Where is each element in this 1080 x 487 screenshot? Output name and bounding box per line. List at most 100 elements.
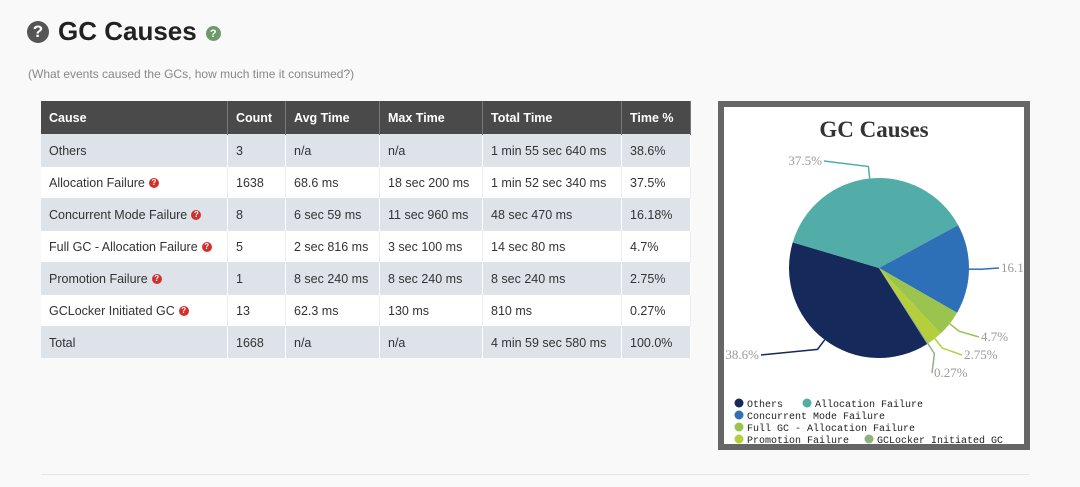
cell-text: 1668	[236, 335, 264, 350]
cell-text: 3	[236, 143, 243, 158]
table-row: Concurrent Mode Failure? 8 6 sec 59 ms 11 s…	[41, 198, 691, 231]
label-connector	[949, 323, 980, 338]
cell-text: 2.75%	[630, 271, 666, 286]
data-label: 37.5%	[788, 153, 822, 168]
cell-text: 37.5%	[630, 175, 666, 190]
cell-count: 1	[227, 262, 286, 295]
data-label: 4.7%	[981, 329, 1008, 344]
cell-pct: 2.75%	[621, 262, 691, 295]
cell-cause: Concurrent Mode Failure?	[41, 198, 228, 231]
column-header[interactable]: Cause	[41, 101, 228, 135]
cell-text: n/a	[388, 143, 406, 158]
pie-slice[interactable]	[789, 242, 928, 358]
column-header[interactable]: Count	[227, 101, 286, 135]
cell-text: 14 sec 80 ms	[491, 239, 566, 254]
page-title: GC Causes	[58, 16, 197, 46]
cell-text: 4 min 59 sec 580 ms	[491, 335, 607, 350]
cell-total: 48 sec 470 ms	[482, 198, 622, 231]
pie-slice[interactable]	[879, 225, 969, 313]
cell-count: 13	[227, 294, 286, 327]
cell-text: Others	[49, 143, 87, 158]
gc-causes-table: Cause Count Avg Time Max Time Total Time Time…	[41, 101, 691, 358]
cell-text: Promotion Failure	[49, 271, 148, 286]
cell-pct: 16.18%	[621, 198, 691, 231]
legend-item[interactable]: Concurrent Mode Failure	[747, 411, 885, 423]
cell-avg: 62.3 ms	[285, 294, 380, 327]
cell-total: 14 sec 80 ms	[482, 230, 622, 263]
cell-text: 11 sec 960 ms	[388, 207, 469, 222]
cell-text: GCLocker Initiated GC	[49, 303, 175, 318]
cell-text: 6 sec 59 ms	[294, 207, 362, 222]
cell-count: 1668	[227, 326, 286, 358]
cell-count: 1638	[227, 166, 286, 199]
cell-cause: Promotion Failure?	[41, 262, 228, 295]
cell-text: 38.6%	[630, 143, 666, 158]
column-header[interactable]: Total Time	[482, 101, 622, 135]
legend-item[interactable]: Promotion Failure	[747, 435, 849, 447]
legend-item[interactable]: Others	[747, 399, 783, 411]
cell-max: 3 sec 100 ms	[379, 230, 483, 263]
cell-text: 8	[236, 207, 243, 222]
cell-avg: 6 sec 59 ms	[285, 198, 380, 231]
cell-text: 8 sec 240 ms	[388, 271, 463, 286]
cell-pct: 100.0%	[621, 326, 691, 358]
info-help-icon[interactable]: ?	[205, 26, 221, 41]
data-label: 0.27%	[934, 365, 968, 380]
cell-pct: 38.6%	[621, 134, 691, 167]
help-icon[interactable]: ?	[27, 20, 49, 43]
gc-causes-pie-chart: GC Causes 38.6% 37.5% 16.18% 4.7% 2.75% 0.27% O…	[718, 101, 1041, 450]
cell-avg: 68.6 ms	[285, 166, 380, 199]
subtitle: (What events caused the GCs, how much ti…	[28, 67, 355, 81]
cell-text: n/a	[388, 335, 406, 350]
column-header[interactable]: Max Time	[379, 101, 483, 135]
cell-avg: 2 sec 816 ms	[285, 230, 380, 263]
cell-text: 810 ms	[491, 303, 532, 318]
cell-pct: 0.27%	[621, 294, 691, 327]
cell-cause: GCLocker Initiated GC?	[41, 294, 228, 327]
pie-slice[interactable]	[879, 268, 929, 344]
pie-slice[interactable]	[879, 268, 958, 334]
legend-item[interactable]: Full GC - Allocation Failure	[747, 423, 915, 435]
cell-text: 16.18%	[630, 207, 673, 222]
cell-text: 0.27%	[630, 303, 666, 318]
cell-text: Total	[49, 335, 76, 350]
legend-item[interactable]: GCLocker Initiated GC	[877, 435, 1003, 447]
cell-cause: Full GC - Allocation Failure?	[41, 230, 228, 263]
legend-swatch	[734, 434, 744, 444]
help-icon[interactable]: ?	[151, 274, 162, 285]
cell-text: Full GC - Allocation Failure	[49, 239, 198, 254]
cell-text: 1638	[236, 175, 264, 190]
pie-slice[interactable]	[879, 268, 941, 344]
cell-text: 18 sec 200 ms	[388, 175, 470, 190]
help-icon[interactable]: ?	[201, 242, 212, 253]
label-connector	[934, 338, 963, 356]
legend-item[interactable]: Allocation Failure	[815, 399, 923, 411]
help-icon[interactable]: ?	[178, 306, 189, 317]
cell-total: 810 ms	[482, 294, 622, 327]
cell-max: 18 sec 200 ms	[379, 166, 483, 199]
help-icon[interactable]: ?	[191, 210, 202, 221]
help-icon[interactable]: ?	[148, 178, 159, 189]
cell-text: 3 sec 100 ms	[388, 239, 463, 254]
cell-count: 8	[227, 198, 286, 231]
data-label: 38.6%	[725, 347, 759, 362]
table-row: Others 3 n/a n/a 1 min 55 sec 640 ms 38.6%	[41, 134, 691, 167]
cell-text: 5	[236, 239, 243, 254]
label-connector	[760, 339, 826, 356]
data-label: 2.75%	[964, 347, 998, 362]
cell-total: 8 sec 240 ms	[482, 262, 622, 295]
legend-swatch	[734, 398, 744, 408]
cell-total: 1 min 52 sec 340 ms	[482, 166, 622, 199]
cell-text: 1 min 55 sec 640 ms	[491, 143, 607, 158]
cell-pct: 37.5%	[621, 166, 691, 199]
cell-max: 11 sec 960 ms	[379, 198, 483, 231]
cell-text: 68.6 ms	[294, 175, 339, 190]
pie-slice[interactable]	[792, 178, 959, 268]
cell-max: n/a	[379, 134, 483, 167]
cell-avg: n/a	[285, 134, 380, 167]
column-header[interactable]: Time %	[621, 101, 691, 135]
divider	[41, 474, 1029, 475]
chart-title: GC Causes	[819, 117, 928, 142]
column-header[interactable]: Avg Time	[285, 101, 380, 135]
cell-text: 13	[236, 303, 250, 318]
